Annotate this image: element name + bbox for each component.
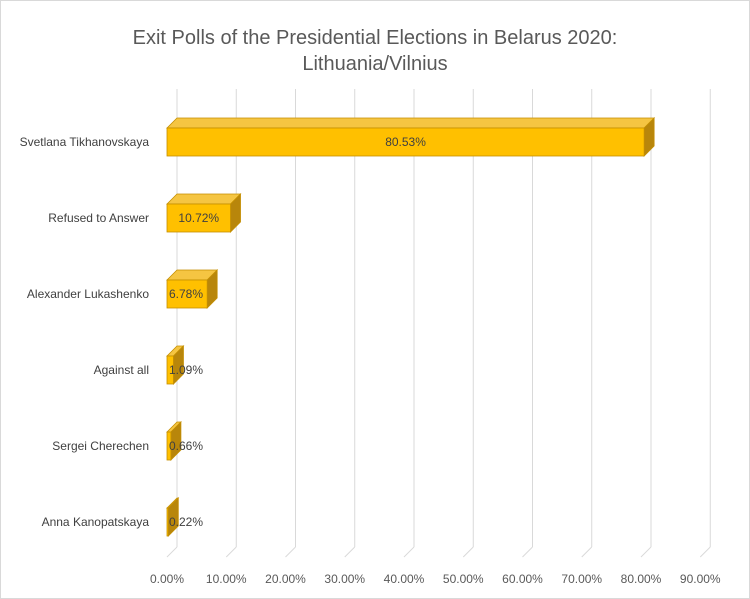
x-tick-label: 0.00% <box>150 572 184 586</box>
category-label: Svetlana Tikhanovskaya <box>20 135 150 149</box>
x-tick-label: 10.00% <box>206 572 247 586</box>
data-label: 0.66% <box>169 439 203 453</box>
bar-top-face <box>166 117 656 129</box>
category-label: Anna Kanopatskaya <box>42 515 150 529</box>
chart-title-line-2: Lithuania/Vilnius <box>302 53 447 75</box>
gridline <box>166 89 178 558</box>
bar-front-face <box>166 355 174 385</box>
x-tick-label: 50.00% <box>443 572 484 586</box>
x-tick-label: 90.00% <box>680 572 721 586</box>
bar: 0.66% <box>166 421 203 461</box>
chart-title-line-1: Exit Polls of the Presidential Elections… <box>133 27 618 49</box>
gridline <box>403 89 415 558</box>
x-tick-label: 80.00% <box>621 572 662 586</box>
bar-top-face <box>166 193 242 205</box>
data-label: 6.78% <box>169 287 203 301</box>
bar: 0.22% <box>166 497 203 537</box>
bar-front-face <box>166 203 231 233</box>
data-label: 1.09% <box>169 363 203 377</box>
bar-front-face <box>166 279 208 309</box>
bar: 1.09% <box>166 345 203 385</box>
category-labels: Svetlana Tikhanovskaya Refused to Answer A… <box>20 135 150 529</box>
bar: 6.78% <box>166 269 219 309</box>
bar: 10.72% <box>166 193 242 233</box>
bar-front-face <box>166 127 645 157</box>
gridline <box>522 89 533 558</box>
category-label: Against all <box>94 363 149 377</box>
bar-front-face <box>166 431 172 461</box>
bar: 80.53% <box>166 117 656 157</box>
category-label: Alexander Lukashenko <box>27 287 149 301</box>
category-label: Refused to Answer <box>48 211 149 225</box>
x-tick-label: 70.00% <box>561 572 602 586</box>
gridline <box>581 89 593 558</box>
x-tick-label: 30.00% <box>324 572 365 586</box>
data-label: 10.72% <box>178 211 219 225</box>
gridlines <box>166 89 711 558</box>
gridline <box>344 89 356 558</box>
category-label: Sergei Cherechen <box>52 439 149 453</box>
x-tick-label: 20.00% <box>265 572 306 586</box>
gridline <box>285 89 296 558</box>
gridline <box>462 89 474 558</box>
bars: 80.53% 10.72% 6.78% 1.09% 0.66% 0.22% <box>166 117 656 537</box>
x-tick-label: 40.00% <box>384 572 425 586</box>
x-tick-label: 60.00% <box>502 572 543 586</box>
bar-front-face <box>166 507 169 537</box>
chart-title: Exit Polls of the Presidential Elections… <box>133 27 618 75</box>
data-label: 0.22% <box>169 515 203 529</box>
x-axis-tick-labels: 0.00% 10.00% 20.00% 30.00% 40.00% 50.00% 60.00… <box>150 572 721 586</box>
gridline <box>640 89 652 558</box>
gridline <box>225 89 237 558</box>
gridline <box>699 89 711 558</box>
data-label: 80.53% <box>385 135 426 149</box>
